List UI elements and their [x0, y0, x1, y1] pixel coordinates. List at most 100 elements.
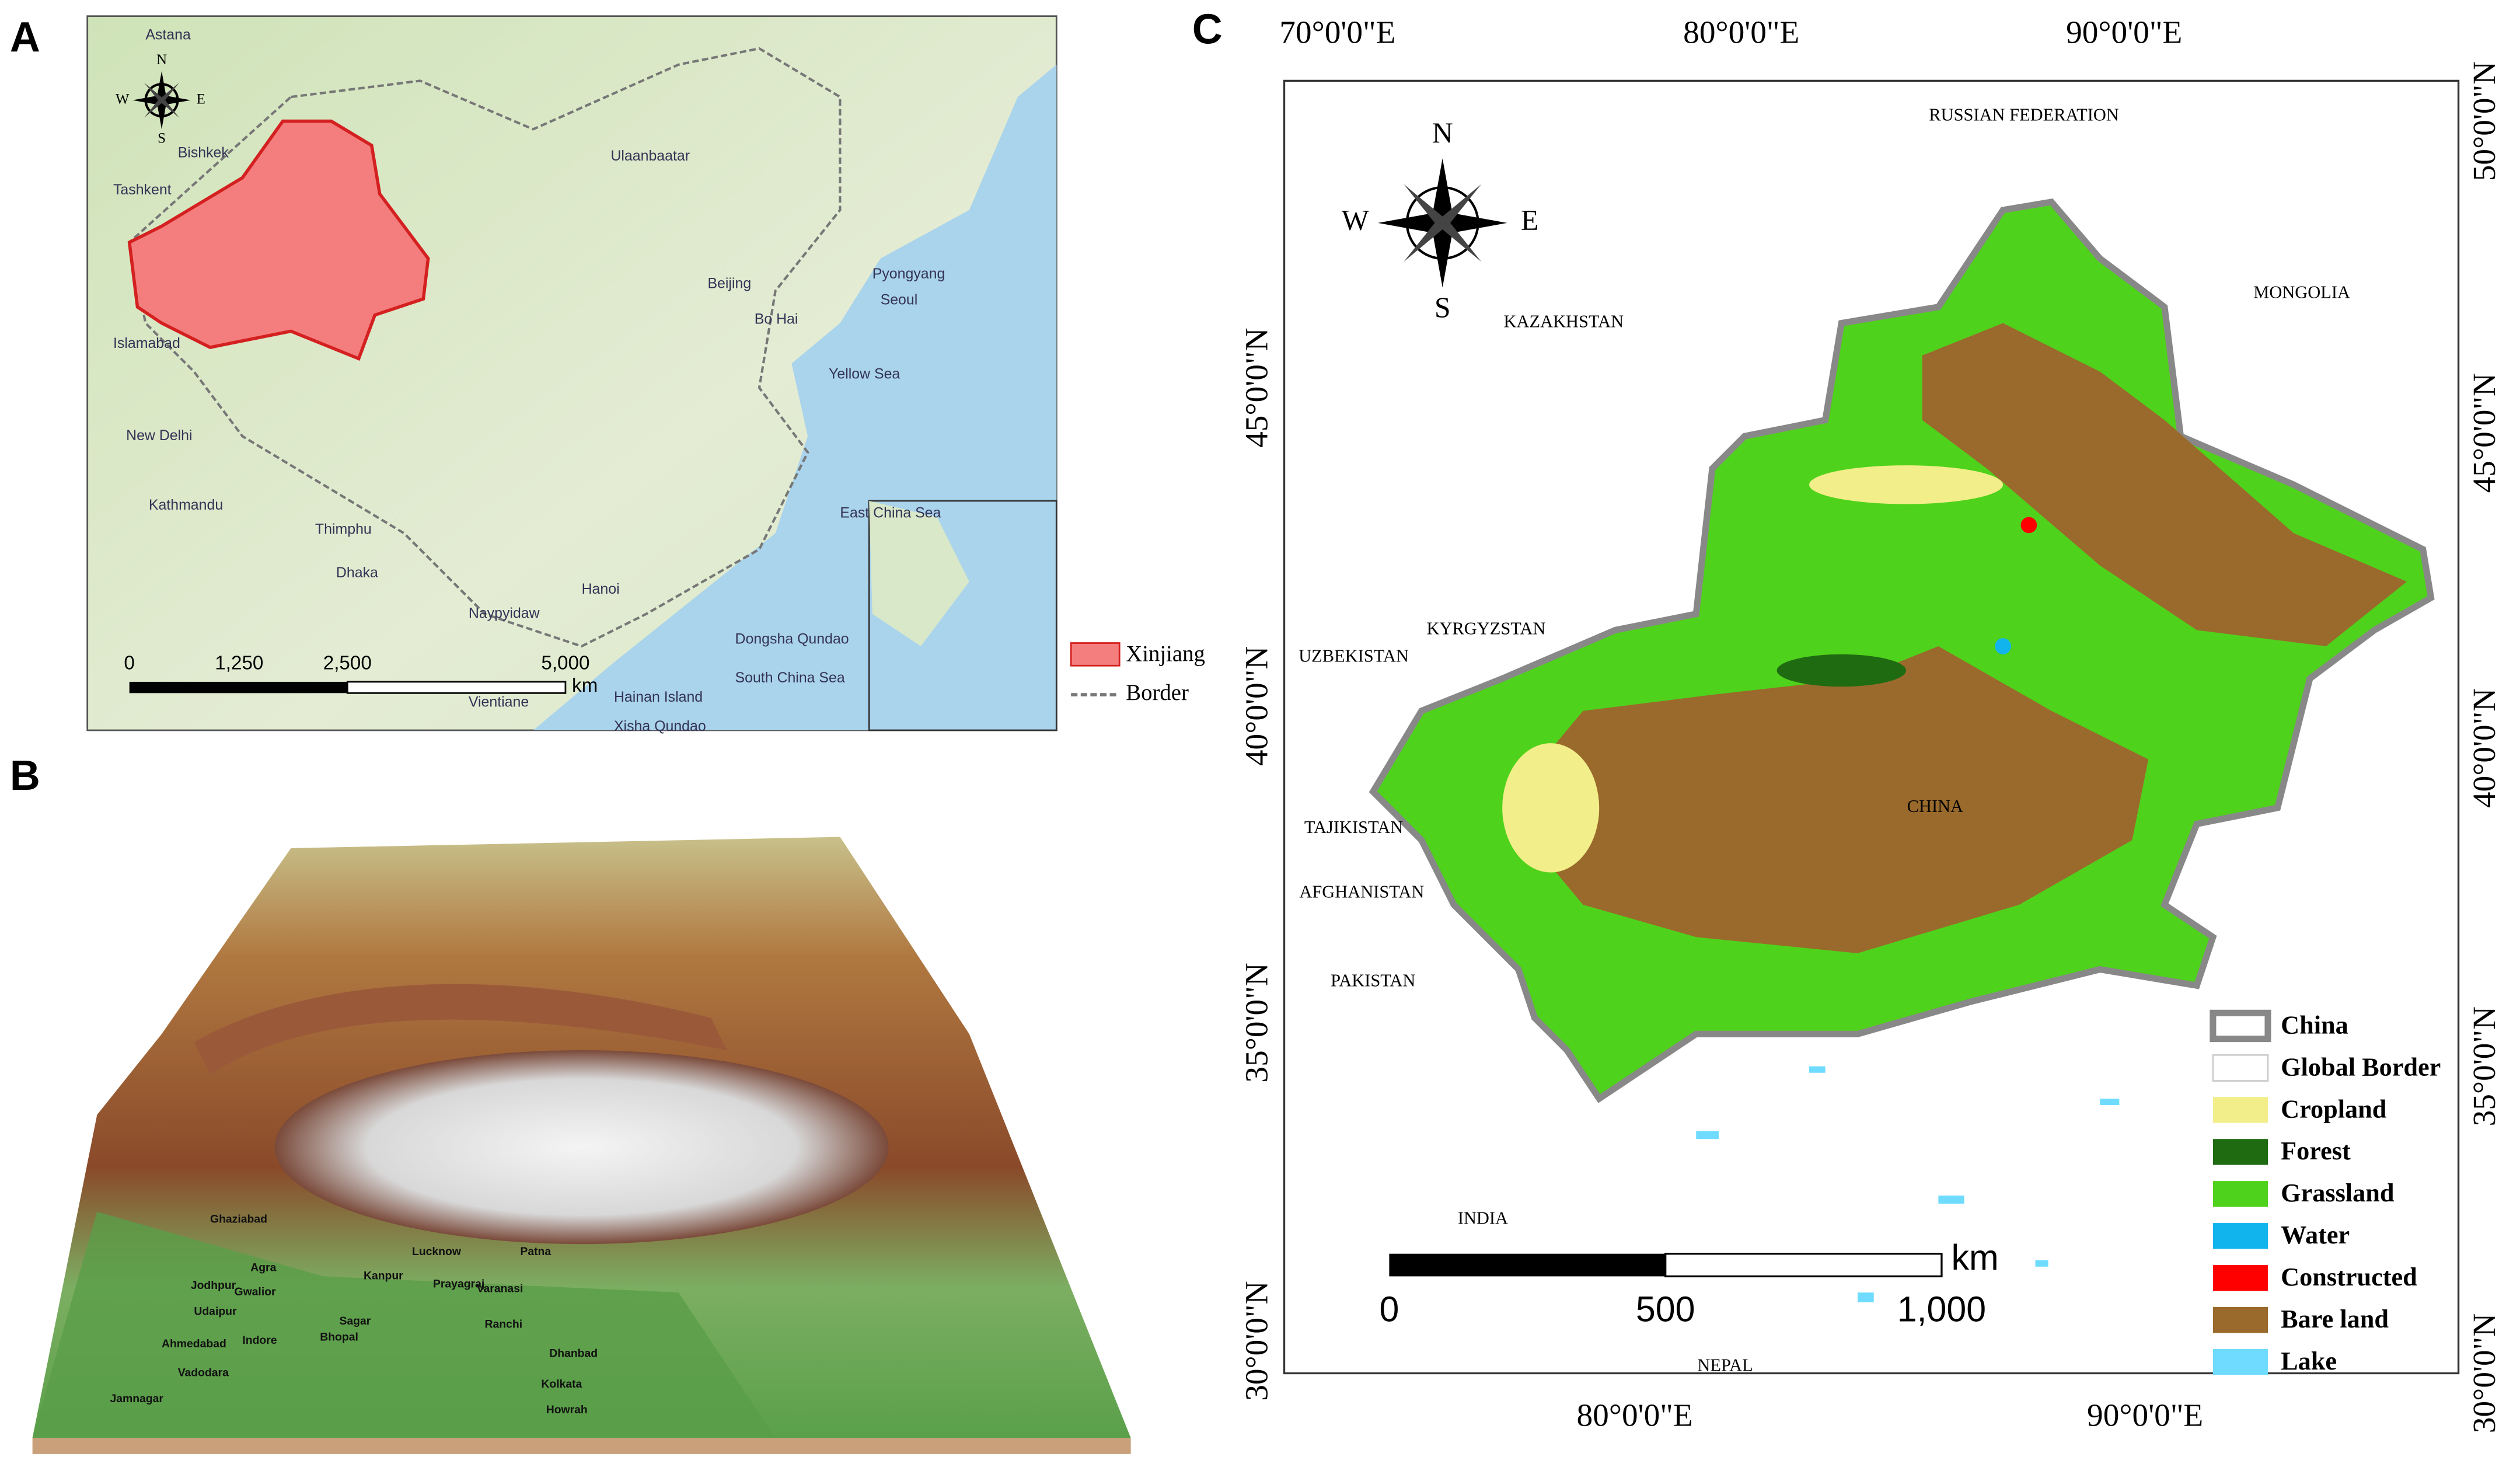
plain [32, 1211, 776, 1438]
compass-point [1442, 211, 1507, 235]
place-label: Bo Hai [755, 311, 798, 327]
y-tick-label: 30°0'0"N [2466, 1313, 2502, 1433]
compass-letter: E [1521, 204, 1538, 236]
place-label: Jamnagar [110, 1392, 163, 1405]
place-label: Pyongyang [872, 266, 945, 282]
terrain-side [32, 1438, 1131, 1454]
place-label: Kathmandu [149, 497, 223, 513]
place-label: Kolkata [541, 1378, 582, 1391]
scale-label: 2,500 [323, 652, 372, 674]
compass-letter: N [1432, 117, 1453, 149]
place-label: Indore [242, 1334, 277, 1347]
place-label: Lucknow [412, 1245, 462, 1258]
plateau [274, 1050, 889, 1245]
compass-letter: S [158, 131, 166, 147]
compass-point [144, 100, 165, 118]
compass-point [1378, 211, 1443, 235]
country-label: KYRGYZSTAN [1427, 618, 1546, 638]
legend-label: Forest [2281, 1137, 2351, 1165]
place-label: Tashkent [113, 182, 172, 198]
y-tick-label: 45°0'0"N [1239, 328, 1275, 448]
compass-letter: W [1342, 204, 1369, 236]
place-label: Vientiane [469, 694, 529, 710]
compass-point [156, 71, 167, 100]
place-label: Astana [145, 26, 191, 43]
china-border [128, 47, 842, 648]
place-label: Bhopal [320, 1331, 358, 1344]
compass-point [132, 95, 162, 106]
mountain-ridge [194, 984, 727, 1075]
compass-point [158, 82, 179, 100]
place-label: Islamabad [113, 335, 180, 351]
y-tick-label: 40°0'0"N [1239, 646, 1275, 766]
y-tick-label: 40°0'0"N [2466, 688, 2502, 808]
cropland [1502, 743, 1600, 873]
legend-label: Global Border [2281, 1053, 2441, 1081]
country-label: RUSSIAN FEDERATION [1929, 104, 2119, 124]
compass-point [162, 95, 191, 106]
place-label: Gwalior [235, 1285, 276, 1298]
compass-point [1430, 222, 1454, 288]
legend-swatch [2212, 1265, 2268, 1291]
scale-label: 500 [1636, 1289, 1695, 1329]
y-tick-label: 35°0'0"N [2466, 1006, 2502, 1126]
lakes [1696, 1066, 2120, 1302]
place-label: Xisha Qundao [614, 718, 706, 734]
place-label: Varanasi [477, 1283, 523, 1295]
place-label: Beijing [707, 276, 751, 292]
country-label: CHINA [1907, 796, 1963, 816]
y-tick-label: 35°0'0"N [1239, 963, 1275, 1082]
place-label: Thimphu [315, 521, 372, 537]
y-tick-label: 50°0'0"N [2466, 61, 2502, 181]
place-label: Yellow Sea [829, 366, 900, 382]
place-label: South China Sea [735, 670, 845, 686]
country-label: NEPAL [1697, 1355, 1753, 1375]
legend-label: Water [2281, 1221, 2350, 1249]
country-label: UZBEKISTAN [1299, 646, 1409, 665]
place-label: Seoul [881, 291, 918, 308]
compass-point [144, 82, 165, 100]
scale-bar [129, 681, 348, 694]
place-label: Howrah [546, 1403, 588, 1416]
place-label: Naypyidaw [469, 605, 540, 621]
scale-bar [1664, 1253, 1943, 1278]
city [2020, 517, 2037, 534]
inset-land [869, 500, 969, 647]
place-label: Ahmedabad [162, 1337, 226, 1350]
compass-letter: W [116, 91, 130, 107]
x-tick-label: 90°0'0"E [2066, 15, 2182, 50]
compass-letter: S [1434, 291, 1451, 323]
compass-letter: N [156, 52, 167, 68]
scale-label: 1,250 [215, 652, 263, 674]
legend-label: Xinjiang [1126, 642, 1205, 667]
legend-swatch [2212, 1097, 2268, 1123]
tarim-basin [1502, 646, 2149, 953]
legend-label: Constructed [2281, 1263, 2417, 1291]
country-label: TAJIKISTAN [1304, 817, 1403, 837]
compass-point [1430, 158, 1454, 223]
x-tick-label: 90°0'0"E [2087, 1398, 2203, 1433]
scale-bar [1389, 1253, 1666, 1277]
legend-label: Border [1126, 680, 1189, 705]
y-tick-label: 30°0'0"N [1239, 1281, 1275, 1400]
xinjiang [127, 119, 430, 361]
panel-label: B [10, 752, 40, 799]
compass-point [1404, 222, 1451, 262]
panel-label: A [10, 14, 40, 61]
x-tick-label: 70°0'0"E [1279, 15, 1395, 50]
legend-swatch [2212, 1307, 2268, 1333]
legend-swatch [2212, 1139, 2268, 1165]
place-label: Ghaziabad [210, 1213, 267, 1226]
x-tick-label: 80°0'0"E [1576, 1398, 1692, 1433]
place-label: Hainan Island [614, 689, 703, 705]
legend-swatch [2210, 1009, 2271, 1043]
place-label: Sagar [339, 1315, 371, 1327]
place-label: Vadodara [178, 1367, 229, 1379]
place-label: Dhaka [336, 565, 378, 581]
legend-swatch [1070, 642, 1121, 667]
place-label: Ranchi [485, 1318, 523, 1331]
legend-label: Cropland [2281, 1095, 2387, 1123]
scale-label: 0 [124, 652, 134, 674]
compass-point [158, 100, 179, 118]
